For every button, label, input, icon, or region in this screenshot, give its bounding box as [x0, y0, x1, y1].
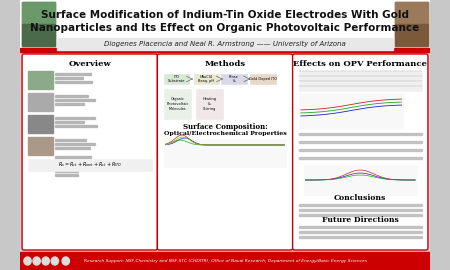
FancyBboxPatch shape	[22, 54, 158, 250]
Text: Overview: Overview	[68, 60, 111, 68]
Bar	[55, 170, 99, 172]
Text: Diogenes Placencia and Neal R. Armstrong —— University of Arizona: Diogenes Placencia and Neal R. Armstrong…	[104, 41, 346, 47]
Bar	[299, 149, 422, 151]
Bar	[55, 156, 92, 158]
Bar	[299, 133, 422, 135]
Text: Organic
Photovoltaic
Molecules: Organic Photovoltaic Molecules	[166, 97, 189, 111]
Bar	[250, 74, 276, 84]
Bar	[27, 115, 53, 133]
Bar	[55, 166, 101, 168]
Bar	[299, 157, 422, 159]
Bar	[55, 77, 94, 79]
Bar	[395, 24, 428, 46]
Circle shape	[42, 257, 50, 265]
Text: Future Directions: Future Directions	[322, 216, 399, 224]
Bar	[20, 252, 430, 270]
Bar	[55, 143, 88, 145]
Bar	[55, 125, 97, 127]
Circle shape	[24, 257, 31, 265]
Bar	[194, 74, 219, 84]
Bar	[304, 165, 417, 195]
Bar	[299, 204, 422, 206]
Text: Heating
&
Stirring: Heating & Stirring	[202, 97, 216, 111]
Bar	[299, 209, 422, 211]
Bar	[55, 160, 94, 162]
Bar	[20, 48, 430, 52]
Text: Rinse
&: Rinse &	[229, 75, 239, 83]
Bar	[55, 81, 98, 83]
Bar	[27, 159, 152, 171]
Bar	[55, 147, 86, 149]
Circle shape	[62, 257, 69, 265]
Bar	[55, 103, 96, 105]
Bar	[22, 2, 55, 46]
Text: Methods: Methods	[204, 60, 246, 68]
Bar	[299, 214, 422, 216]
Bar	[55, 117, 91, 119]
Text: $R_s = R_{ct} + R_{met} + R_{ct} + R_{ITO}$: $R_s = R_{ct} + R_{met} + R_{ct} + R_{IT…	[58, 161, 122, 170]
Bar	[299, 236, 422, 238]
Bar	[395, 2, 428, 46]
Text: Research Support: NSF-Chemistry and NSF-STC (CHDITR); Office of Naval Research; : Research Support: NSF-Chemistry and NSF-…	[84, 259, 366, 263]
Bar	[55, 121, 78, 123]
Circle shape	[51, 257, 59, 265]
Bar	[55, 164, 85, 166]
Bar	[20, 0, 430, 48]
Bar	[57, 38, 393, 50]
Bar	[22, 2, 55, 24]
Bar	[55, 174, 96, 176]
Circle shape	[33, 257, 40, 265]
Bar	[196, 89, 223, 119]
Bar	[55, 139, 101, 141]
Text: Conclusions: Conclusions	[334, 194, 387, 202]
Bar	[299, 231, 422, 233]
Bar	[299, 226, 422, 228]
Bar	[55, 73, 89, 75]
Bar	[164, 89, 191, 119]
Bar	[395, 2, 428, 24]
Bar	[55, 99, 95, 101]
FancyBboxPatch shape	[292, 54, 428, 250]
Text: Effects on OPV Performance: Effects on OPV Performance	[293, 60, 427, 68]
Text: ITO
Substrate: ITO Substrate	[168, 75, 185, 83]
Text: Nanoparticles and Its Effect on Organic Photovoltaic Performance: Nanoparticles and Its Effect on Organic …	[31, 23, 419, 33]
Text: Optical/Electrochemical Properties: Optical/Electrochemical Properties	[164, 131, 286, 137]
Bar	[22, 24, 55, 46]
Bar	[299, 71, 422, 91]
Text: HAuCl4
Beaq. pH: HAuCl4 Beaq. pH	[198, 75, 215, 83]
FancyBboxPatch shape	[158, 54, 292, 250]
Bar	[27, 71, 53, 89]
Bar	[20, 52, 430, 252]
Text: Surface Modification of Indium-Tin Oxide Electrodes With Gold: Surface Modification of Indium-Tin Oxide…	[41, 10, 409, 20]
Text: Surface Composition:: Surface Composition:	[183, 123, 267, 131]
Bar	[164, 139, 286, 167]
Bar	[27, 93, 53, 111]
Bar	[221, 74, 247, 84]
Bar	[164, 74, 189, 84]
Text: Gold Doped ITO: Gold Doped ITO	[249, 77, 277, 81]
Bar	[55, 95, 81, 97]
Bar	[299, 93, 403, 128]
Bar	[299, 141, 422, 143]
Bar	[27, 137, 53, 155]
